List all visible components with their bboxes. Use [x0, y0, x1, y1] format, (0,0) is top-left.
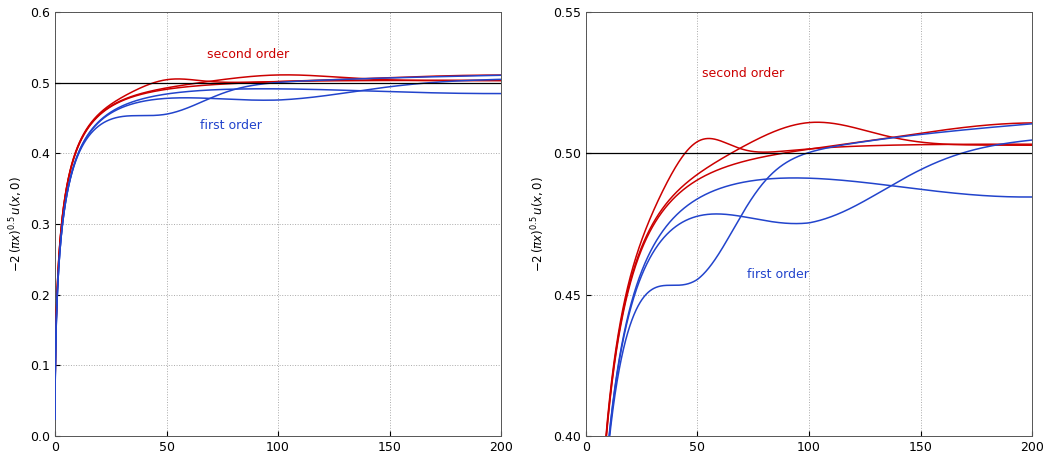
Y-axis label: $-2\,(\pi x)^{0.5}\,u(x,0)$: $-2\,(\pi x)^{0.5}\,u(x,0)$: [530, 176, 548, 272]
Text: first order: first order: [200, 118, 262, 131]
Y-axis label: $-2\,(\pi x)^{0.5}\,u(x,0)$: $-2\,(\pi x)^{0.5}\,u(x,0)$: [7, 176, 24, 272]
Text: second order: second order: [702, 67, 784, 80]
Text: first order: first order: [746, 268, 808, 281]
Text: second order: second order: [207, 48, 289, 61]
